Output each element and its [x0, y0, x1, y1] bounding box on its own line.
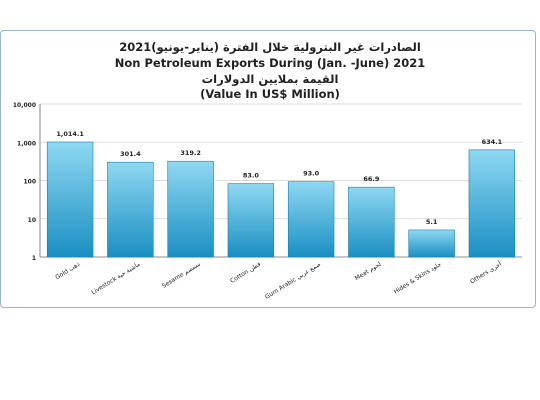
x-tick-label: Livestock ماشية حية: [90, 261, 141, 297]
bar: [107, 161, 154, 258]
x-tick-label: Meat لحوم: [354, 261, 383, 283]
chart-subtitle: (Value In US$ Million): [200, 87, 340, 101]
bar: [227, 183, 275, 258]
x-tick-label: Gold ذهب: [54, 261, 81, 282]
data-label: 66.9: [363, 175, 380, 183]
x-tick-label: Others أخرى: [469, 260, 504, 286]
x-tick-label: Gum Arabic صمغ عربي: [264, 261, 322, 301]
bar: [468, 149, 516, 258]
y-tick-label: 100: [23, 179, 36, 186]
data-label: 301.4: [120, 150, 141, 158]
bar: [348, 186, 395, 258]
bar: [287, 181, 335, 258]
bar: [46, 141, 94, 258]
y-tick-label: 10: [28, 217, 36, 224]
chart-title: Non Petroleum Exports During (Jan. -June…: [114, 56, 426, 70]
x-tick-label: Cotton قطن: [229, 261, 262, 285]
data-label: 83.0: [243, 172, 260, 180]
chart-title-arabic: الصادرات غير البترولية خلال الفترة (يناي…: [119, 40, 421, 54]
x-tick-label: Hides & Skins جلود: [393, 261, 443, 296]
y-tick-label: 1,000: [17, 140, 36, 147]
data-label: 319.2: [180, 149, 201, 157]
x-tick-label: Sesame سمسم: [161, 261, 202, 290]
bar: [408, 229, 455, 258]
data-label: 5.1: [426, 218, 438, 226]
y-tick-label: 10,000: [13, 102, 36, 109]
y-tick-label: 1: [32, 255, 36, 262]
data-label: 1,014.1: [56, 130, 84, 138]
bar: [167, 160, 214, 258]
data-label: 93.0: [303, 170, 320, 178]
chart-subtitle-arabic: القيمة بملايين الدولارات: [201, 72, 339, 86]
data-label: 634.1: [482, 138, 503, 146]
